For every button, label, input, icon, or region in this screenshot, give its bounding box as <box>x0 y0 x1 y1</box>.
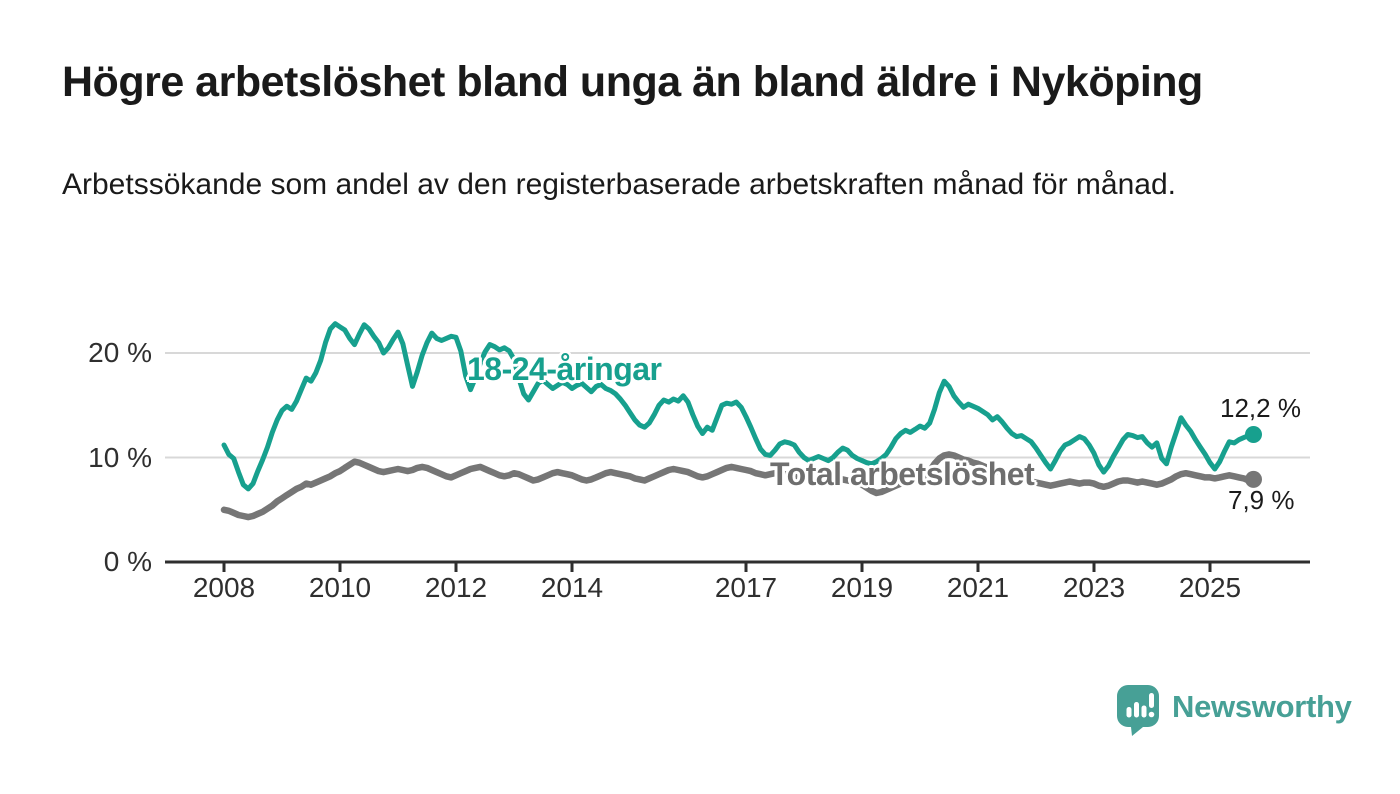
end-dot-18-24 <box>1245 426 1262 443</box>
series-label-total: Total arbetslöshet <box>770 456 1035 492</box>
end-dot-total <box>1245 470 1262 488</box>
y-axis-tick-label-20: 20 % <box>88 337 152 368</box>
end-value-label-18-24: 12,2 % <box>1220 393 1301 423</box>
x-axis-tick-label-2023: 2023 <box>1062 572 1126 603</box>
x-axis-tick-label-2010: 2010 <box>308 572 372 603</box>
x-axis-tick-label-2008: 2008 <box>192 572 256 603</box>
y-axis-tick-label-10: 10 % <box>88 441 152 473</box>
x-axis-tick-label-2014: 2014 <box>540 572 604 603</box>
x-axis-tick-label-2019: 2019 <box>830 572 894 603</box>
series-line-total <box>220 451 1257 521</box>
x-axis-tick-label-2025: 2025 <box>1178 572 1242 603</box>
x-axis-tick-label-2021: 2021 <box>946 572 1010 603</box>
newsworthy-logo-icon <box>1117 685 1159 736</box>
chart-subtitle: Arbetssökande som andel av den registerb… <box>62 168 1176 201</box>
x-axis-tick-label-2017: 2017 <box>714 572 778 603</box>
series-label-18-24: 18-24-åringar <box>467 351 662 387</box>
newsworthy-branding: Newsworthy <box>1116 684 1352 736</box>
page-title: Högre arbetslöshet bland unga än bland ä… <box>62 58 1203 106</box>
end-value-label-total: 7,9 % <box>1228 485 1295 515</box>
x-axis-tick-label-2012: 2012 <box>424 572 488 603</box>
logo-bar-2 <box>1134 702 1139 718</box>
newsworthy-logo-text: Newsworthy <box>1172 689 1352 724</box>
logo-exclamation-stem <box>1149 693 1154 708</box>
logo-bar-3 <box>1141 705 1147 718</box>
logo-bar-1 <box>1126 707 1132 718</box>
y-axis-tick-label-0: 0 % <box>103 546 152 577</box>
logo-exclamation-dot <box>1148 711 1155 718</box>
series-line-18-24 <box>221 321 1256 492</box>
